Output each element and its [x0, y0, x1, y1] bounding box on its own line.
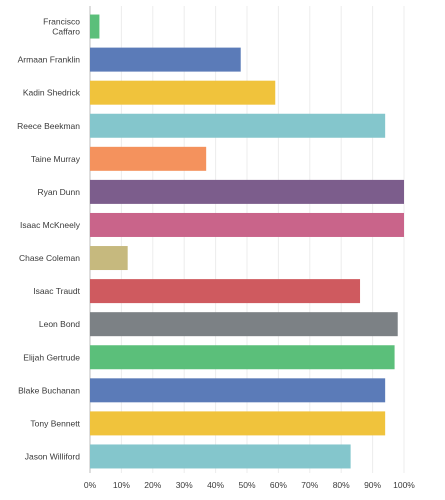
x-tick-label: 40%	[207, 480, 224, 490]
bar-layer	[90, 14, 404, 469]
bar	[90, 246, 128, 271]
category-label: Isaac McKneely	[20, 220, 81, 230]
bar	[90, 113, 386, 138]
bar	[90, 212, 404, 237]
x-tick-label: 20%	[144, 480, 161, 490]
category-label: Blake Buchanan	[18, 385, 80, 395]
grid-layer	[89, 6, 405, 473]
category-label: Chase Coleman	[19, 253, 80, 263]
x-tick-label: 30%	[176, 480, 193, 490]
x-tick-label: 70%	[301, 480, 318, 490]
x-tick-label: 0%	[84, 480, 97, 490]
tick-label-layer: 0% 10% 20% 30% 40% 50% 60% 70% 80% 90% 100%	[84, 480, 415, 490]
bar	[90, 179, 404, 204]
bar	[90, 312, 398, 337]
x-tick-label: 50%	[238, 480, 255, 490]
bar	[90, 345, 395, 370]
x-tick-label: 10%	[113, 480, 130, 490]
x-tick-label: 60%	[270, 480, 287, 490]
bar	[90, 146, 207, 171]
bar	[90, 47, 241, 72]
category-label: Ryan Dunn	[37, 187, 80, 197]
bar	[90, 80, 276, 105]
x-tick-label: 100%	[393, 480, 415, 490]
bar	[90, 279, 361, 304]
category-label: Taine Murray	[31, 154, 81, 164]
bar	[90, 378, 386, 403]
category-label: Tony Bennett	[30, 418, 80, 428]
category-label: Leon Bond	[39, 319, 80, 329]
category-label: Francisco Caffaro	[43, 17, 80, 37]
bar	[90, 444, 351, 469]
bar	[90, 14, 100, 39]
category-label: Jason Williford	[25, 451, 81, 461]
category-label: Armaan Franklin	[18, 55, 81, 65]
category-label: Elijah Gertrude	[23, 352, 80, 362]
category-label: Kadin Shedrick	[23, 88, 81, 98]
category-label: Reece Beekman	[17, 121, 80, 131]
category-label: Isaac Traudt	[33, 286, 80, 296]
x-tick-label: 90%	[364, 480, 381, 490]
category-label-layer: Francisco Caffaro Armaan Franklin Kadin She…	[17, 17, 81, 462]
bar	[90, 411, 386, 436]
x-tick-label: 80%	[333, 480, 350, 490]
